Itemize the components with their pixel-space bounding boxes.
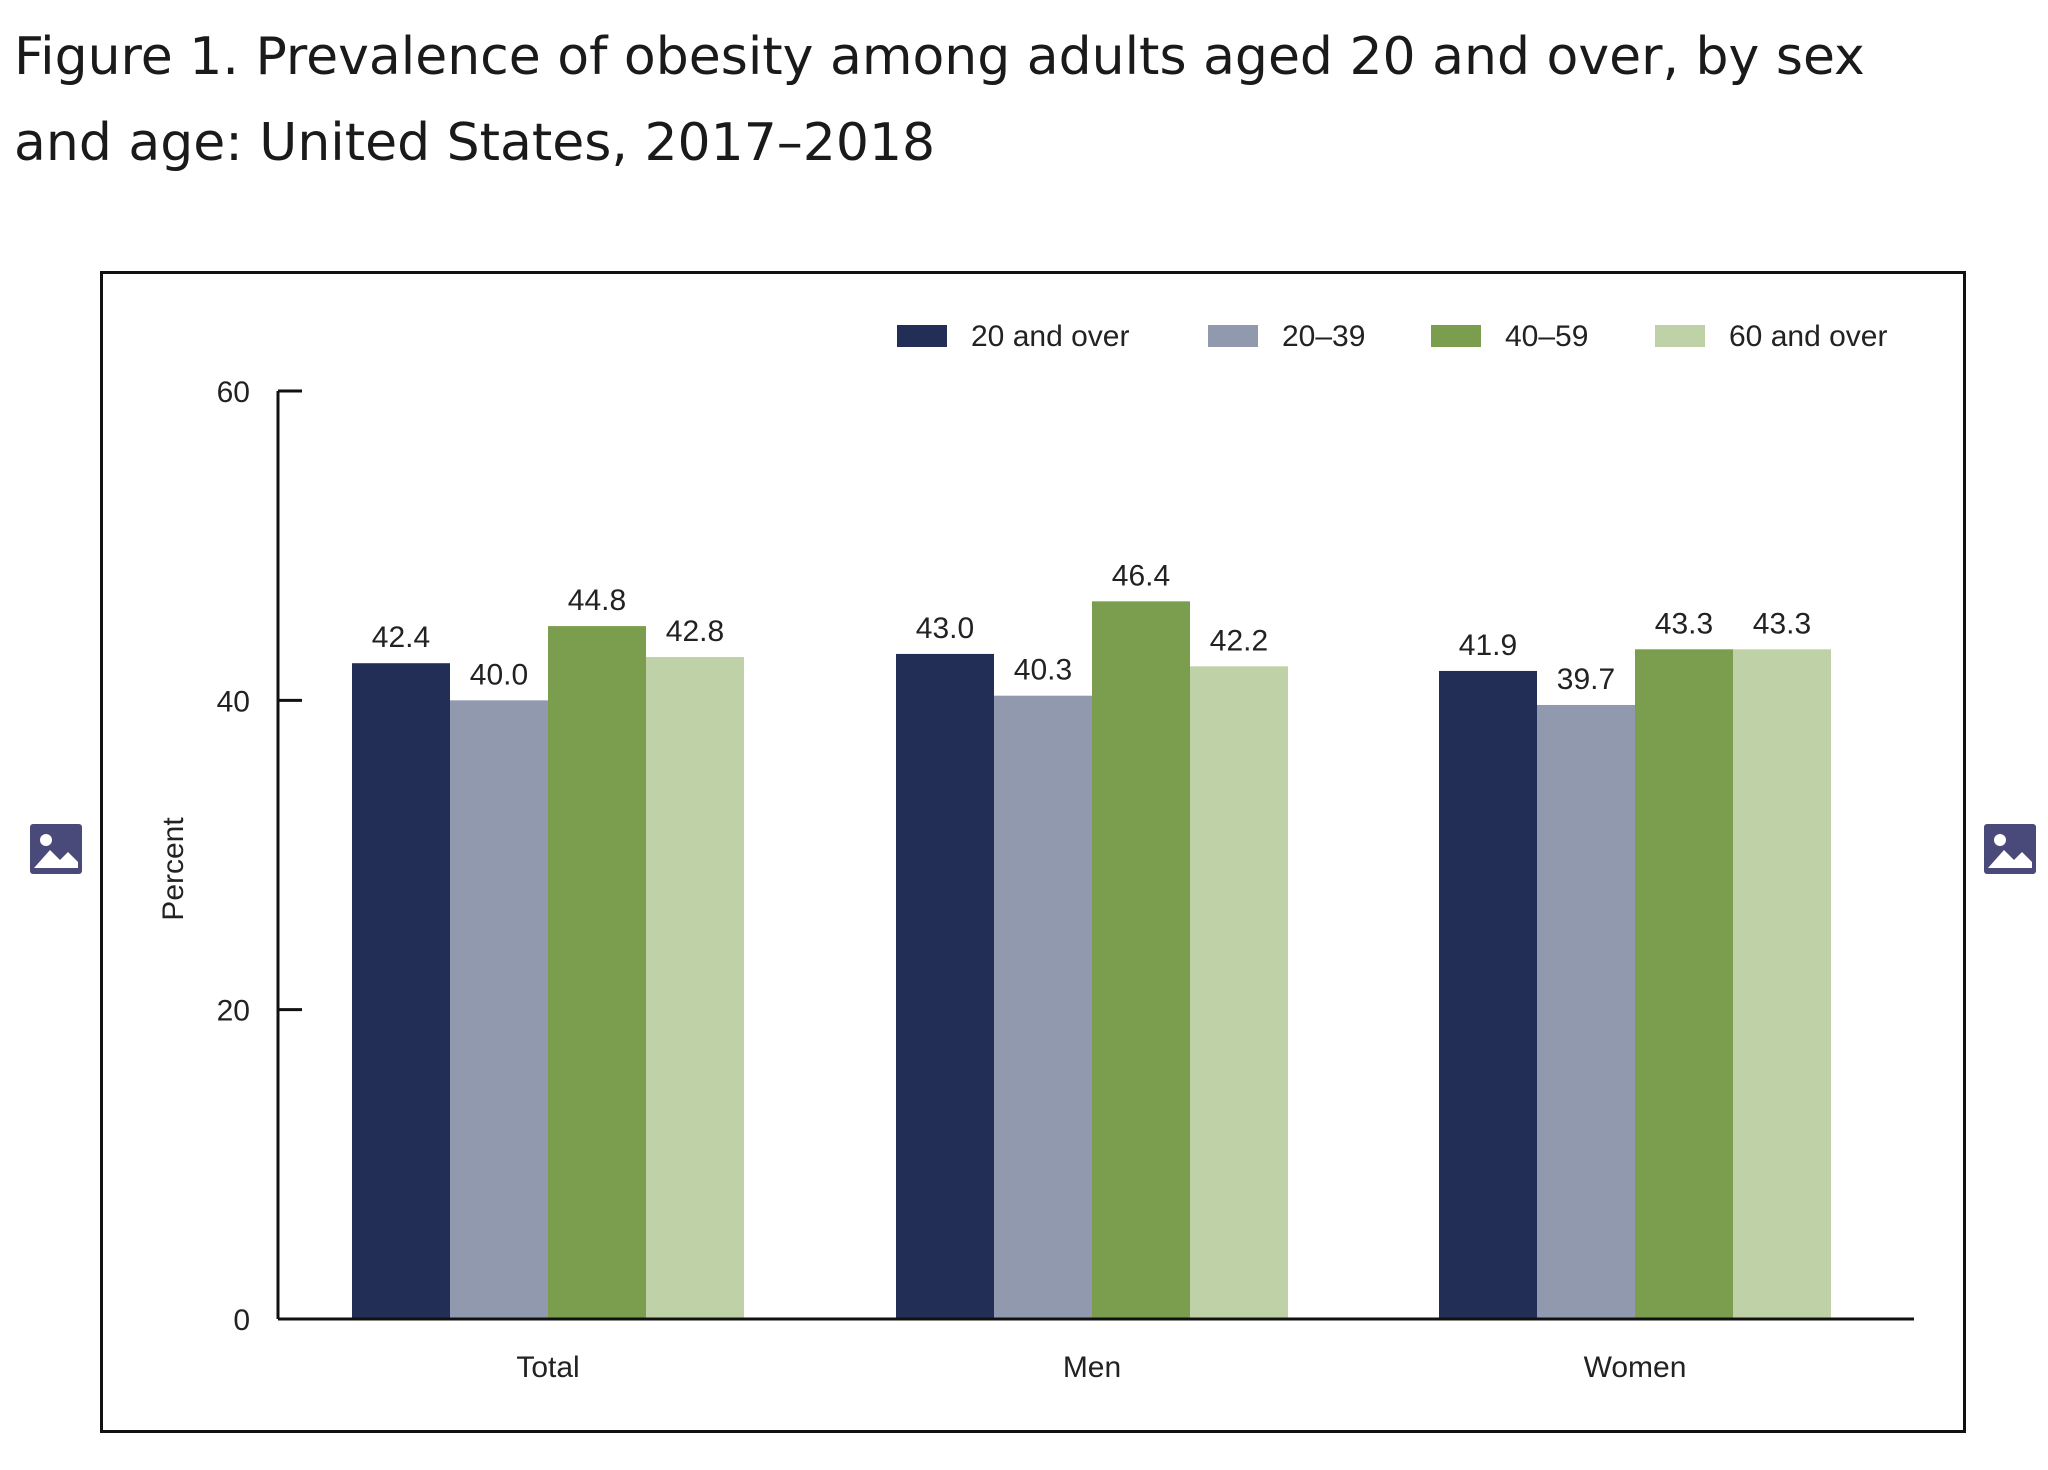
legend: 20 and over 20–39 40–59 60 and over	[897, 320, 1887, 353]
data-label: 43.3	[1753, 607, 1811, 640]
legend-swatch	[1431, 325, 1481, 347]
data-label: 46.4	[1112, 559, 1170, 592]
bar-chart: 20 and over 20–39 40–59 60 and over 0 20 40 60…	[157, 320, 1914, 1384]
bar	[646, 657, 744, 1319]
legend-label: 60 and over	[1729, 320, 1887, 353]
x-axis: Total Men Women	[278, 1317, 1914, 1384]
legend-swatch	[897, 325, 947, 347]
x-category-label: Women	[1584, 1351, 1687, 1384]
bar	[1190, 666, 1288, 1319]
data-label: 40.3	[1014, 654, 1072, 687]
bar	[896, 653, 994, 1319]
data-labels: 42.4 40.0 44.8 42.8 43.0 40.3 46.4 42.2 41.9 39.7…	[372, 559, 1811, 696]
legend-swatch	[1208, 325, 1258, 347]
chart-frame: 20 and over 20–39 40–59 60 and over 0 20 40 60…	[100, 271, 1966, 1433]
image-icon-graphic	[1984, 824, 2036, 874]
data-label: 44.8	[568, 584, 626, 617]
y-axis-title: Percent	[157, 817, 190, 921]
bar	[1439, 670, 1537, 1319]
bar	[548, 626, 646, 1319]
image-icon-graphic	[30, 824, 82, 874]
legend-label: 20 and over	[971, 320, 1129, 353]
bar	[1537, 704, 1635, 1319]
bar	[1092, 601, 1190, 1319]
x-category-label: Men	[1063, 1351, 1121, 1384]
data-label: 41.9	[1459, 629, 1517, 662]
bar	[450, 700, 548, 1319]
legend-label: 40–59	[1505, 320, 1588, 353]
data-label: 42.4	[372, 621, 430, 654]
image-icon[interactable]	[30, 824, 82, 874]
data-label: 39.7	[1557, 663, 1615, 696]
y-tick-label: 40	[217, 685, 250, 718]
y-axis: 0 20 40 60 Percent	[157, 376, 302, 1337]
legend-label: 20–39	[1282, 320, 1365, 353]
y-tick-label: 20	[217, 995, 250, 1028]
data-label: 42.2	[1210, 624, 1268, 657]
bar	[352, 663, 450, 1319]
y-tick-label: 0	[233, 1304, 250, 1337]
data-label: 43.0	[916, 612, 974, 645]
y-tick-label: 60	[217, 376, 250, 409]
data-label: 42.8	[666, 615, 724, 648]
data-label: 40.0	[470, 658, 528, 691]
bar	[1733, 649, 1831, 1319]
image-icon[interactable]	[1984, 824, 2036, 874]
bar	[1635, 649, 1733, 1319]
bars	[352, 601, 1831, 1319]
legend-swatch	[1655, 325, 1705, 347]
figure-title: Figure 1. Prevalence of obesity among ad…	[14, 27, 1865, 173]
x-category-label: Total	[516, 1351, 579, 1384]
data-label: 43.3	[1655, 607, 1713, 640]
bar	[994, 695, 1092, 1319]
